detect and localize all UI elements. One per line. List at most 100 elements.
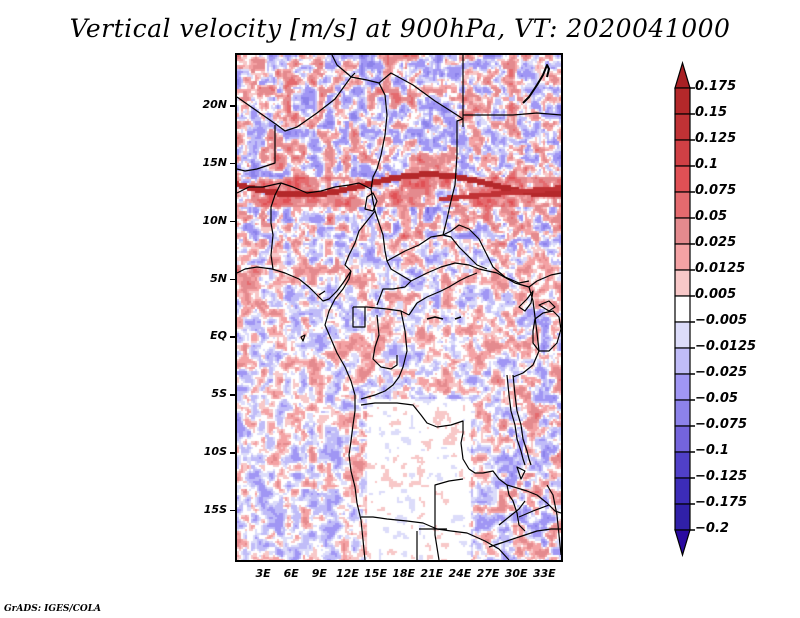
coastline xyxy=(237,266,352,302)
map-panel xyxy=(235,53,563,562)
border xyxy=(463,112,561,116)
lake xyxy=(454,316,462,320)
border xyxy=(360,310,408,400)
lat-tick xyxy=(230,220,235,223)
colorbar-box xyxy=(674,347,691,375)
lake-malawi xyxy=(546,484,561,556)
border xyxy=(434,478,464,560)
colorbar-box xyxy=(674,217,691,245)
border xyxy=(350,72,464,127)
colorbar-label: −0.025 xyxy=(695,365,748,380)
colorbar-box xyxy=(674,503,691,531)
lon-tick-label: 12E xyxy=(336,567,359,580)
lat-tick-label: 5S xyxy=(211,387,227,401)
lake-kariba xyxy=(498,500,526,526)
colorbar-label: 0.075 xyxy=(695,183,737,198)
border xyxy=(344,188,376,272)
border xyxy=(374,210,412,282)
border xyxy=(237,182,372,194)
colorbar-box xyxy=(674,373,691,401)
lake-chad xyxy=(364,192,378,212)
border xyxy=(331,55,352,78)
colorbar-top-arrow xyxy=(674,60,691,89)
lake-tanganyika xyxy=(506,374,526,466)
border xyxy=(270,182,282,270)
lake xyxy=(318,290,326,296)
colorbar-box xyxy=(674,191,691,219)
vertical-velocity-field xyxy=(237,55,561,560)
colorbar-label: 0.15 xyxy=(695,105,728,120)
lat-tick-label: 10S xyxy=(203,445,227,459)
coastline xyxy=(324,270,356,396)
colorbar-box xyxy=(674,269,691,297)
colorbar-label: −0.175 xyxy=(695,495,748,510)
lat-tick xyxy=(230,162,235,165)
border xyxy=(353,306,410,316)
lake-albert xyxy=(518,290,534,312)
border xyxy=(512,286,540,378)
lat-tick xyxy=(230,509,235,512)
colorbar-label: 0.175 xyxy=(695,79,737,94)
colorbar-box xyxy=(674,451,691,479)
colorbar-label: −0.1 xyxy=(695,443,729,458)
lake xyxy=(538,300,556,312)
colorbar-box xyxy=(674,243,691,271)
colorbar-label: −0.05 xyxy=(695,391,738,406)
colorbar-label: −0.005 xyxy=(695,313,748,328)
border xyxy=(352,307,366,328)
lon-tick-label: 30E xyxy=(504,567,528,580)
colorbar-label: 0.025 xyxy=(695,235,737,250)
border xyxy=(442,118,464,236)
lon-tick-label: 24E xyxy=(448,567,472,580)
border xyxy=(376,280,412,306)
colorbar-box xyxy=(674,87,691,115)
colorbar-box xyxy=(674,165,691,193)
lon-tick-label: 18E xyxy=(392,567,416,580)
colorbar-label: −0.0125 xyxy=(695,339,757,354)
lake-nasser xyxy=(522,64,550,104)
chart-title: Vertical velocity [m/s] at 900hPa, VT: 2… xyxy=(69,14,731,43)
border xyxy=(360,402,470,470)
colorbar-box xyxy=(674,477,691,505)
lat-tick-label: 10N xyxy=(202,213,227,227)
border xyxy=(410,262,480,282)
border xyxy=(237,125,276,172)
colorbar-bottom-arrow xyxy=(674,529,691,558)
colorbar-label: 0.125 xyxy=(695,131,737,146)
lon-tick-label: 9E xyxy=(311,567,327,580)
border xyxy=(518,504,550,518)
border xyxy=(506,484,561,514)
border xyxy=(442,224,530,284)
lon-tick-label: 33E xyxy=(532,567,556,580)
colorbar-label: 0.05 xyxy=(695,209,728,224)
lon-tick-label: 21E xyxy=(420,567,444,580)
lon-tick-label: 27E xyxy=(476,567,500,580)
lat-tick xyxy=(230,278,235,281)
coastline xyxy=(348,395,366,560)
lat-tick-label: 5N xyxy=(210,271,227,285)
lon-tick-label: 15E xyxy=(364,567,387,580)
lon-tick-label: 6E xyxy=(283,567,299,580)
border xyxy=(386,234,488,270)
colorbar-label: 0.0125 xyxy=(695,261,746,276)
lat-tick xyxy=(230,452,235,454)
lat-tick-label: EQ xyxy=(210,329,227,343)
colorbar-box xyxy=(674,295,691,323)
border xyxy=(370,82,388,190)
colorbar-label: 0.005 xyxy=(695,287,737,302)
lat-tick-label: 15N xyxy=(202,155,227,169)
colorbar-label: 0.1 xyxy=(695,157,719,172)
lat-tick xyxy=(230,105,235,107)
country-borders xyxy=(237,55,561,560)
grads-credit: GrADS: IGES/COLA xyxy=(4,604,102,614)
lat-tick xyxy=(230,336,235,338)
lake-victoria xyxy=(532,310,561,352)
lat-tick-label: 15S xyxy=(203,502,227,516)
lake-tanganyika xyxy=(512,374,532,466)
colorbar-label: −0.075 xyxy=(695,417,748,432)
lat-tick xyxy=(230,394,235,396)
colorbar-label: −0.125 xyxy=(695,469,748,484)
lake xyxy=(426,316,444,320)
border xyxy=(488,528,561,548)
